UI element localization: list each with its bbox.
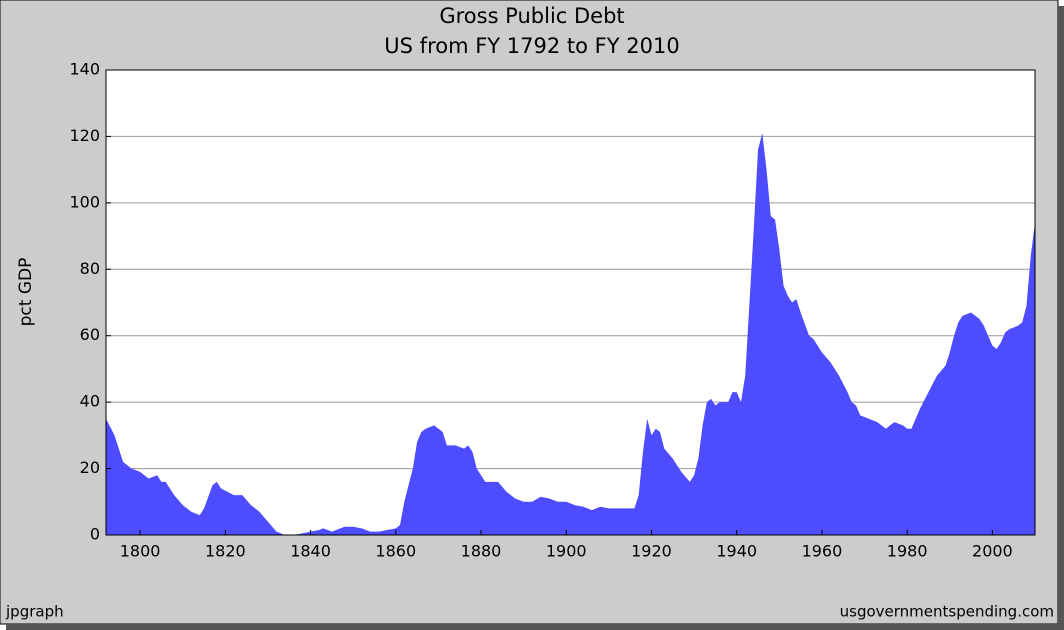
y-tick-label: 40 <box>80 392 100 411</box>
x-tick-label: 2000 <box>972 542 1013 561</box>
y-tick-label: 20 <box>80 458 100 477</box>
x-tick-label: 1960 <box>802 542 843 561</box>
x-tick-label: 1800 <box>120 542 161 561</box>
plot-border <box>105 69 1036 536</box>
x-tick-label: 1920 <box>631 542 672 561</box>
x-tick-label: 1840 <box>290 542 331 561</box>
x-tick-label: 1820 <box>205 542 246 561</box>
y-tick-label: 140 <box>69 60 100 79</box>
shadow <box>1058 6 1064 630</box>
x-tick-label: 1860 <box>375 542 416 561</box>
chart-title: Gross Public Debt <box>439 4 624 28</box>
y-tick-label: 60 <box>80 325 100 344</box>
x-tick-label: 1940 <box>716 542 757 561</box>
y-tick-label: 80 <box>80 259 100 278</box>
x-tick-label: 1900 <box>546 542 587 561</box>
y-tick-label: 0 <box>90 525 100 544</box>
y-axis-label: pct GDP <box>16 258 36 327</box>
area <box>106 133 1035 535</box>
x-tick-label: 1880 <box>461 542 502 561</box>
footer: jpgraph <box>5 603 64 621</box>
x-tick-label: 1980 <box>887 542 928 561</box>
footer: usgovernmentspending.com <box>840 603 1054 621</box>
chart-subtitle: US from FY 1792 to FY 2010 <box>384 34 679 58</box>
shadow <box>6 624 1064 630</box>
y-tick-label: 120 <box>69 126 100 145</box>
y-tick-label: 100 <box>69 192 100 211</box>
